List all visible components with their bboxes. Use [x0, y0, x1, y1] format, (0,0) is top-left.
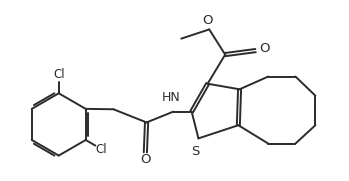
Text: O: O: [260, 42, 270, 55]
Text: O: O: [202, 14, 213, 28]
Text: S: S: [191, 145, 199, 158]
Text: HN: HN: [162, 91, 181, 104]
Text: O: O: [140, 153, 151, 166]
Text: Cl: Cl: [53, 68, 65, 81]
Text: Cl: Cl: [96, 143, 107, 156]
